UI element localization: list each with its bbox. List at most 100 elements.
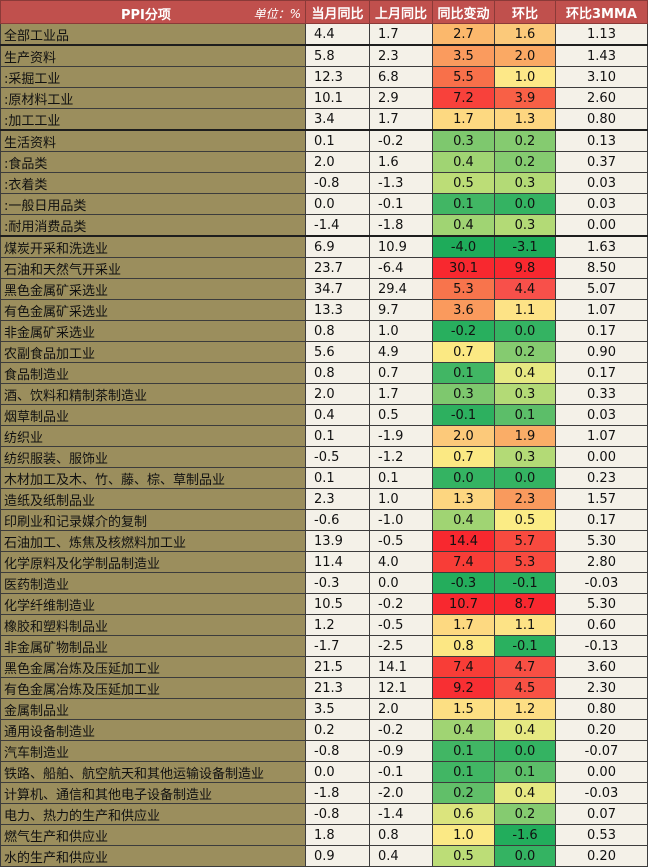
- yoy-change-cell: 0.2: [432, 782, 495, 804]
- yoy-change-cell: -4.0: [432, 235, 495, 258]
- mom-cell: 0.2: [494, 129, 556, 152]
- yoy-change-cell: 7.4: [432, 656, 495, 678]
- table-row: 非金属矿采选业 0.8 1.0 -0.2 0.0 0.17: [0, 320, 648, 342]
- table-body: 全部工业品 4.4 1.7 2.7 1.6 1.13 生产资料 5.8 2.3 3.5 2.0 1.4…: [0, 23, 648, 867]
- mom-cell: 5.3: [494, 551, 556, 573]
- current-yoy-cell: 1.8: [305, 824, 370, 846]
- table-row: :加工工业 3.4 1.7 1.7 1.3 0.80: [0, 108, 648, 131]
- mom-cell: 2.3: [494, 488, 556, 510]
- current-yoy-cell: 2.3: [305, 488, 370, 510]
- current-yoy-cell: 0.4: [305, 404, 370, 426]
- prev-yoy-cell: -2.0: [369, 782, 433, 804]
- yoy-change-cell: 5.5: [432, 66, 495, 88]
- prev-yoy-cell: 9.7: [369, 299, 433, 321]
- current-yoy-cell: 23.7: [305, 257, 370, 279]
- mom-cell: -3.1: [494, 235, 556, 258]
- table-row: 黑色金属冶炼及压延加工业 21.5 14.1 7.4 4.7 3.60: [0, 656, 648, 678]
- mom-3mma-cell: 0.20: [555, 845, 648, 867]
- row-name-cell: :采掘工业: [0, 66, 306, 88]
- row-name-cell: :加工工业: [0, 108, 306, 131]
- table-row: 有色金属矿采选业 13.3 9.7 3.6 1.1 1.07: [0, 299, 648, 321]
- current-yoy-cell: 2.0: [305, 151, 370, 173]
- prev-yoy-cell: 12.1: [369, 677, 433, 699]
- prev-yoy-cell: 1.0: [369, 488, 433, 510]
- mom-3mma-cell: 0.20: [555, 719, 648, 741]
- mom-cell: 0.4: [494, 719, 556, 741]
- prev-yoy-cell: -0.5: [369, 530, 433, 552]
- yoy-change-cell: 0.0: [432, 467, 495, 489]
- row-name-cell: 酒、饮料和精制茶制造业: [0, 383, 306, 405]
- table-row: 石油加工、炼焦及核燃料加工业 13.9 -0.5 14.4 5.7 5.30: [0, 530, 648, 552]
- table-row: 金属制品业 3.5 2.0 1.5 1.2 0.80: [0, 698, 648, 720]
- mom-3mma-cell: 0.23: [555, 467, 648, 489]
- mom-3mma-cell: 3.60: [555, 656, 648, 678]
- yoy-change-cell: 0.5: [432, 845, 495, 867]
- mom-3mma-cell: 0.60: [555, 614, 648, 636]
- row-name-cell: :原材料工业: [0, 87, 306, 109]
- table-row: 医药制造业 -0.3 0.0 -0.3 -0.1 -0.03: [0, 572, 648, 594]
- row-name-cell: 水的生产和供应业: [0, 845, 306, 867]
- mom-cell: 1.3: [494, 108, 556, 131]
- row-name-cell: 金属制品业: [0, 698, 306, 720]
- prev-yoy-cell: 0.0: [369, 572, 433, 594]
- yoy-change-cell: 14.4: [432, 530, 495, 552]
- row-name-cell: 农副食品加工业: [0, 341, 306, 363]
- mom-3mma-cell: -0.03: [555, 782, 648, 804]
- yoy-change-cell: 7.2: [432, 87, 495, 109]
- prev-yoy-cell: 1.7: [369, 383, 433, 405]
- mom-cell: -1.6: [494, 824, 556, 846]
- current-yoy-cell: 0.1: [305, 129, 370, 152]
- table-row: :原材料工业 10.1 2.9 7.2 3.9 2.60: [0, 87, 648, 109]
- yoy-change-cell: -0.1: [432, 404, 495, 426]
- mom-3mma-cell: 0.00: [555, 761, 648, 783]
- yoy-change-cell: 30.1: [432, 257, 495, 279]
- mom-3mma-cell: -0.07: [555, 740, 648, 762]
- mom-3mma-cell: 0.80: [555, 108, 648, 131]
- mom-3mma-cell: 0.17: [555, 362, 648, 384]
- prev-yoy-cell: 6.8: [369, 66, 433, 88]
- row-name-cell: 造纸及纸制品业: [0, 488, 306, 510]
- table-row: 石油和天然气开采业 23.7 -6.4 30.1 9.8 8.50: [0, 257, 648, 279]
- mom-cell: 0.4: [494, 362, 556, 384]
- mom-cell: 0.3: [494, 446, 556, 468]
- current-yoy-cell: -1.8: [305, 782, 370, 804]
- mom-3mma-cell: 1.43: [555, 44, 648, 67]
- row-name-cell: 化学纤维制造业: [0, 593, 306, 615]
- header-col-yoy-change: 同比变动: [432, 0, 495, 24]
- table-row: 电力、热力的生产和供应业 -0.8 -1.4 0.6 0.2 0.07: [0, 803, 648, 825]
- mom-3mma-cell: 5.07: [555, 278, 648, 300]
- mom-cell: -0.1: [494, 572, 556, 594]
- mom-3mma-cell: 0.03: [555, 193, 648, 215]
- row-name-cell: 生产资料: [0, 44, 306, 67]
- yoy-change-cell: 0.1: [432, 761, 495, 783]
- prev-yoy-cell: -0.5: [369, 614, 433, 636]
- mom-3mma-cell: 0.33: [555, 383, 648, 405]
- current-yoy-cell: 3.4: [305, 108, 370, 131]
- mom-cell: 1.1: [494, 614, 556, 636]
- prev-yoy-cell: 29.4: [369, 278, 433, 300]
- table-row: 生活资料 0.1 -0.2 0.3 0.2 0.13: [0, 129, 648, 152]
- mom-cell: 1.6: [494, 23, 556, 46]
- row-name-cell: 黑色金属冶炼及压延加工业: [0, 656, 306, 678]
- current-yoy-cell: -0.8: [305, 740, 370, 762]
- table-row: 造纸及纸制品业 2.3 1.0 1.3 2.3 1.57: [0, 488, 648, 510]
- row-name-cell: 生活资料: [0, 129, 306, 152]
- row-name-cell: 纺织业: [0, 425, 306, 447]
- header-col-prev-yoy: 上月同比: [369, 0, 433, 24]
- current-yoy-cell: 1.2: [305, 614, 370, 636]
- mom-cell: 2.0: [494, 44, 556, 67]
- mom-3mma-cell: 1.07: [555, 299, 648, 321]
- yoy-change-cell: 0.4: [432, 509, 495, 531]
- mom-cell: 1.9: [494, 425, 556, 447]
- row-name-cell: 燃气生产和供应业: [0, 824, 306, 846]
- row-name-cell: :衣着类: [0, 172, 306, 194]
- mom-3mma-cell: 1.57: [555, 488, 648, 510]
- row-name-cell: 印刷业和记录媒介的复制: [0, 509, 306, 531]
- table-row: 有色金属冶炼及压延加工业 21.3 12.1 9.2 4.5 2.30: [0, 677, 648, 699]
- mom-cell: 0.0: [494, 467, 556, 489]
- mom-3mma-cell: 0.80: [555, 698, 648, 720]
- mom-3mma-cell: 0.53: [555, 824, 648, 846]
- mom-3mma-cell: 5.30: [555, 593, 648, 615]
- prev-yoy-cell: 0.5: [369, 404, 433, 426]
- current-yoy-cell: 12.3: [305, 66, 370, 88]
